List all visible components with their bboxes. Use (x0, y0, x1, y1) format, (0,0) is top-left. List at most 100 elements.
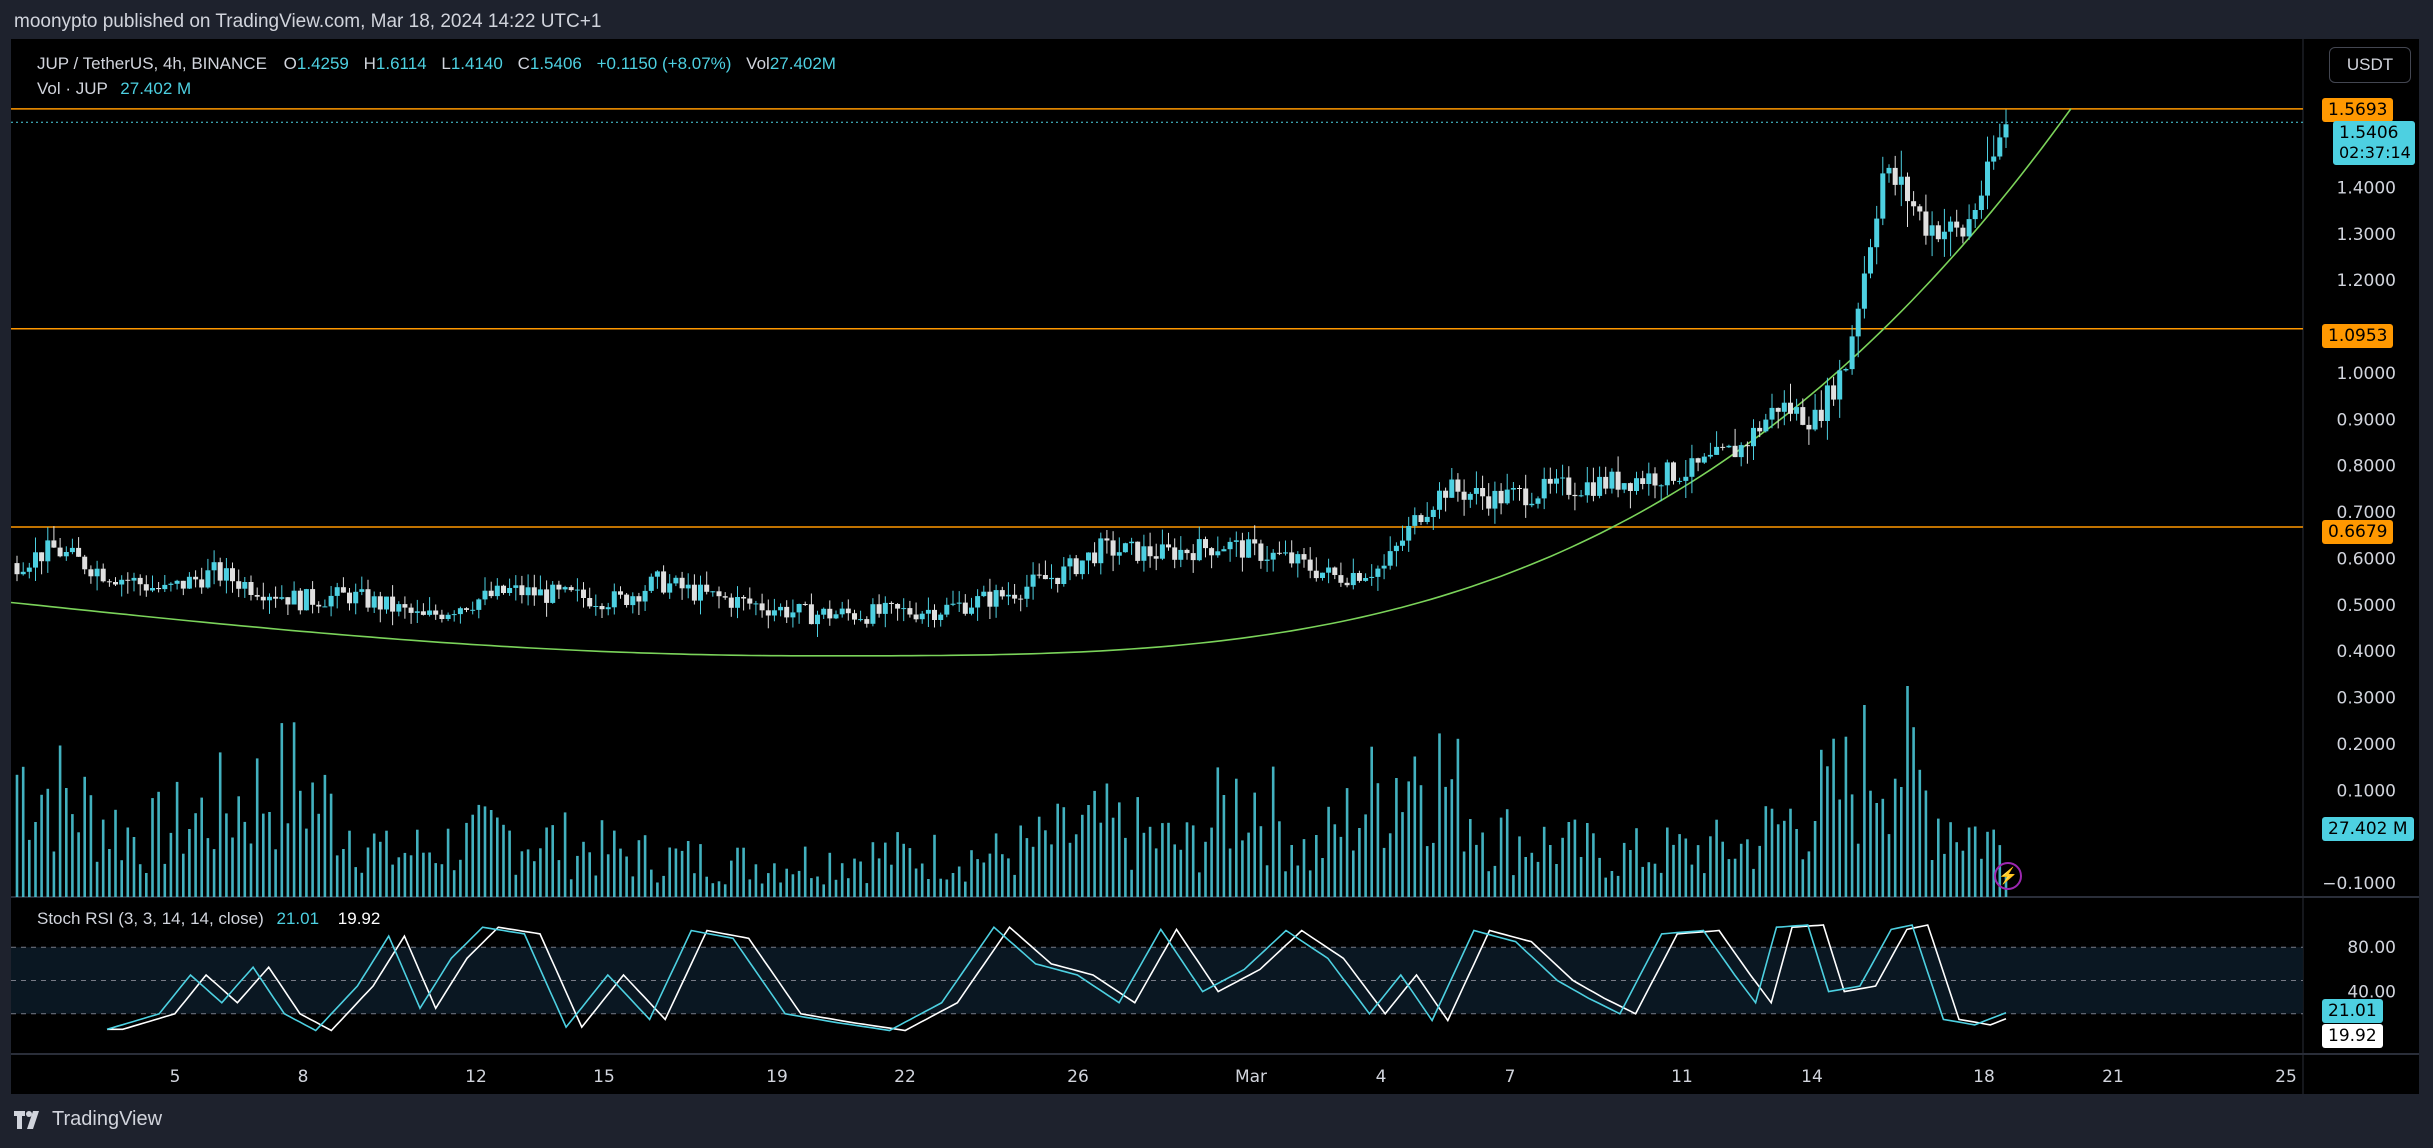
candle (1837, 359, 1843, 418)
candle (858, 610, 864, 622)
candle-body (525, 587, 531, 596)
candle-body (470, 609, 476, 611)
candle (1344, 577, 1350, 588)
candle (1289, 540, 1295, 568)
candle (1566, 466, 1572, 500)
candle-body (759, 603, 765, 611)
candle (1985, 136, 1990, 210)
candle (667, 574, 673, 599)
candle (999, 586, 1005, 600)
volume-bar (736, 847, 739, 897)
candle-body (882, 602, 888, 614)
stoch-rsi-name[interactable]: Stoch RSI (3, 3, 14, 14, close) (37, 909, 264, 928)
candle (1036, 563, 1042, 579)
candle (1042, 560, 1048, 580)
volume-bar (1001, 854, 1004, 897)
price-chart-svg[interactable]: 1.4000 1.3000 1.2000 1.0000 0.9000 0.8000 0.70… (11, 39, 2419, 1094)
tradingview-logo[interactable]: TradingView (14, 1108, 162, 1131)
time-tick-label: 26 (1067, 1067, 1089, 1087)
candle-body (254, 595, 260, 597)
volume-bar (1382, 847, 1386, 897)
candle-body (180, 580, 186, 589)
volume-bar (982, 862, 986, 897)
candle (1252, 525, 1258, 556)
candle-body (932, 609, 937, 620)
candle-body (39, 552, 45, 562)
volume-bar (397, 857, 401, 897)
candle (1486, 483, 1492, 516)
candle (100, 563, 106, 583)
candle-body (1320, 572, 1325, 578)
candle-body (1172, 547, 1178, 560)
candle (1356, 570, 1362, 583)
candle-body (710, 591, 716, 593)
candle (901, 598, 907, 622)
volume-bar (1487, 871, 1490, 897)
candle-body (488, 590, 494, 597)
candle-body (1634, 478, 1639, 491)
candle-body (654, 571, 660, 577)
volume-bar (1530, 852, 1534, 897)
candle (488, 581, 494, 599)
candle (1960, 224, 1966, 244)
candle-body (1991, 156, 1997, 162)
volume-bar (409, 855, 413, 897)
volume-bar (1111, 817, 1115, 897)
volume-bar (884, 842, 887, 897)
candle-body (698, 584, 703, 601)
candle (1898, 150, 1904, 207)
time-tick-label: 21 (2102, 1067, 2124, 1087)
candle (1369, 564, 1375, 586)
candle-body (667, 583, 673, 593)
candle-body (303, 589, 309, 611)
volume-bar (71, 814, 74, 897)
candle-body (1437, 490, 1442, 510)
candle (1350, 558, 1356, 590)
stoch-tick-label: 80.00 (2347, 938, 2396, 958)
volume-bar (1616, 875, 1620, 897)
volume-bar (594, 875, 598, 897)
volume-bar (1715, 819, 1718, 897)
candle (525, 574, 531, 606)
candle (180, 580, 186, 596)
volume-bar (822, 884, 825, 897)
time-tick-label: 12 (465, 1067, 487, 1087)
candle (913, 602, 919, 623)
chart-panel[interactable]: 1.4000 1.3000 1.2000 1.0000 0.9000 0.8000 0.70… (11, 39, 2419, 1094)
candle-body (815, 614, 820, 625)
candle-body (26, 567, 32, 572)
volume-bar (563, 812, 567, 897)
volume-bar (705, 876, 708, 897)
candle-body (1646, 473, 1652, 484)
candle (630, 592, 636, 614)
candle (962, 594, 968, 616)
low-value: 1.4140 (450, 54, 503, 73)
volume-series-label[interactable]: Vol · JUP (37, 79, 108, 98)
candle-body (377, 596, 383, 610)
candle-body (248, 582, 254, 595)
volume-bar (225, 813, 228, 897)
candle (1584, 467, 1590, 503)
candle (420, 603, 426, 616)
volume-bar (606, 854, 610, 897)
candle (827, 600, 833, 626)
candle-body (1067, 558, 1073, 567)
candle (1683, 460, 1689, 498)
volume-bar (539, 848, 542, 897)
candle-body (1966, 219, 1972, 237)
candle-body (156, 588, 162, 590)
currency-button[interactable]: USDT (2329, 47, 2411, 83)
volume-bar (914, 868, 918, 897)
volume-bar (77, 832, 80, 897)
candle (1320, 572, 1325, 581)
candle (353, 583, 359, 615)
symbol-label[interactable]: JUP / TetherUS, 4h, BINANCE (37, 54, 267, 73)
candle-body (1166, 544, 1171, 548)
volume-bar (452, 870, 456, 897)
candle-body (876, 604, 882, 614)
volume-bar (489, 810, 493, 897)
volume-bar (1641, 866, 1644, 897)
candle (1116, 537, 1122, 565)
lightning-icon[interactable]: ⚡ (1994, 862, 2022, 890)
volume-bar (699, 844, 702, 897)
